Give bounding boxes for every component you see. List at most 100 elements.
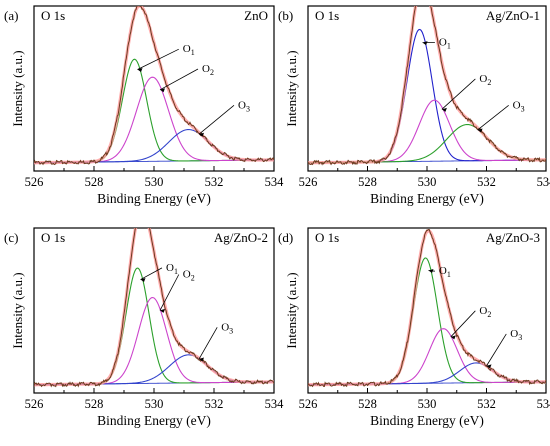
curves xyxy=(308,228,546,388)
peak-O1-curve xyxy=(308,257,546,386)
peak-O1-curve xyxy=(308,28,546,164)
x-tick-label: 534 xyxy=(537,175,550,189)
x-tick-label: 534 xyxy=(265,175,285,189)
envelope-curve xyxy=(308,6,546,165)
x-axis-label: Binding Energy (eV) xyxy=(370,191,484,206)
x-tick-label: 532 xyxy=(205,397,224,411)
x-tick-label: 532 xyxy=(205,175,224,189)
peak-subscript: 1 xyxy=(447,270,451,279)
panel-a: 526 528 530 532 534 Binding Energy (eV) Intens… xyxy=(4,5,284,206)
arrowhead xyxy=(140,278,146,283)
peak-subscript: 3 xyxy=(521,104,525,113)
spectrum-label: O 1s xyxy=(41,230,65,245)
x-tick-label: 526 xyxy=(299,175,318,189)
peak-O3-label: O3 xyxy=(513,99,525,113)
arrowhead xyxy=(428,268,434,273)
peak-O1-curve xyxy=(34,267,274,386)
x-tick-label: 528 xyxy=(85,397,104,411)
peak-O3-arrow xyxy=(477,104,509,131)
peak-O2-arrow xyxy=(159,274,180,311)
arrowhead xyxy=(477,128,483,133)
plot-frame xyxy=(33,5,275,172)
panel-label: (a) xyxy=(4,8,18,23)
arrowhead xyxy=(137,67,143,72)
curves xyxy=(308,6,546,166)
peak-O1-label: O1 xyxy=(439,37,451,51)
peak-subscript: 2 xyxy=(210,68,214,77)
measured-curve xyxy=(308,6,546,166)
peak-subscript: 2 xyxy=(487,78,491,87)
panel-label: (c) xyxy=(4,230,18,245)
x-tick-label: 526 xyxy=(25,175,44,189)
x-tick-label: 526 xyxy=(299,397,318,411)
x-tick-label: 530 xyxy=(145,175,164,189)
x-tick-label: 534 xyxy=(265,397,285,411)
peak-subscript: 2 xyxy=(487,310,491,319)
peak-subscript: 3 xyxy=(229,326,233,335)
arrowhead xyxy=(422,41,428,46)
x-axis-label: Binding Energy (eV) xyxy=(97,191,211,206)
peak-O2-label: O2 xyxy=(479,73,491,87)
sample-label: Ag/ZnO-2 xyxy=(214,230,268,245)
sample-label: ZnO xyxy=(244,8,268,23)
peak-O2-arrow xyxy=(450,310,476,338)
peak-O3-label: O3 xyxy=(221,321,233,335)
x-axis-label: Binding Energy (eV) xyxy=(370,413,484,428)
arrowhead xyxy=(450,335,456,340)
sample-label: Ag/ZnO-1 xyxy=(486,8,540,23)
arrowhead xyxy=(160,308,165,313)
x-tick-label: 530 xyxy=(418,175,437,189)
x-tick-label: 528 xyxy=(85,175,104,189)
panel-label: (b) xyxy=(278,8,293,23)
y-axis-label: Intensity (a.u.) xyxy=(10,50,25,126)
spectrum-label: O 1s xyxy=(41,8,65,23)
x-tick-label: 532 xyxy=(477,175,496,189)
panel-label: (d) xyxy=(278,230,293,245)
plot-frame xyxy=(307,5,547,172)
peak-O2-curve xyxy=(308,99,546,164)
x-tick-label: 528 xyxy=(358,175,377,189)
spectrum-label: O 1s xyxy=(315,8,339,23)
peak-O1-label: O1 xyxy=(183,43,195,57)
sample-label: Ag/ZnO-3 xyxy=(486,230,540,245)
x-tick-label: 530 xyxy=(418,397,437,411)
panel-d: 526 528 530 532 534 Binding Energy (eV) Intens… xyxy=(278,227,550,428)
y-axis-label: Intensity (a.u.) xyxy=(284,272,299,348)
arrowhead xyxy=(199,357,204,362)
curves xyxy=(34,228,274,388)
panel-c: 526 528 530 532 534 Binding Energy (eV) Intens… xyxy=(4,227,285,428)
arrowhead xyxy=(160,88,165,93)
spectrum-label: O 1s xyxy=(315,230,339,245)
peak-O1-label: O1 xyxy=(439,265,451,279)
y-axis-label: Intensity (a.u.) xyxy=(10,272,25,348)
peak-O2-curve xyxy=(34,76,274,164)
peak-subscript: 1 xyxy=(447,42,451,51)
peak-O1-label: O1 xyxy=(166,262,178,276)
measured-curve xyxy=(34,6,274,166)
measured-curve xyxy=(34,228,274,388)
arrowhead xyxy=(486,364,492,369)
x-tick-label: 534 xyxy=(537,397,550,411)
envelope-curve xyxy=(308,228,546,387)
peak-O1-arrow xyxy=(140,267,163,280)
peak-O3-arrow xyxy=(198,327,218,360)
envelope-curve xyxy=(34,6,274,165)
peak-subscript: 2 xyxy=(191,274,195,283)
peak-subscript: 3 xyxy=(246,104,250,113)
peak-subscript: 1 xyxy=(174,267,178,276)
y-axis-label: Intensity (a.u.) xyxy=(284,50,299,126)
peak-O2-label: O2 xyxy=(183,269,195,283)
plot-frame xyxy=(307,227,547,394)
peak-O2-label: O2 xyxy=(202,63,214,77)
peak-O3-label: O3 xyxy=(510,328,522,342)
arrowhead xyxy=(199,132,204,137)
peak-subscript: 3 xyxy=(518,333,522,342)
measured-curve xyxy=(308,229,546,388)
peak-O3-arrow xyxy=(198,104,235,135)
panel-b: 526 528 530 532 534 Binding Energy (eV) Intens… xyxy=(278,5,550,206)
x-tick-label: 528 xyxy=(358,397,377,411)
peak-O2-label: O2 xyxy=(479,305,491,319)
x-tick-label: 532 xyxy=(477,397,496,411)
arrowhead xyxy=(441,107,447,112)
